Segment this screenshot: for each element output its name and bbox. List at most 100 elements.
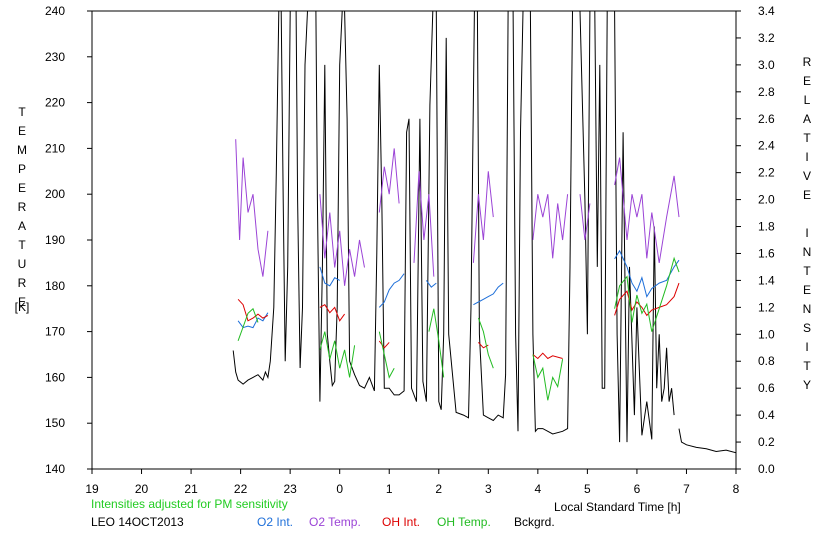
series-line-segment <box>319 304 346 322</box>
series-line-segment <box>532 194 569 259</box>
series-line-segment <box>319 194 365 286</box>
right-tick-label: 3.4 <box>758 4 775 18</box>
series-line-segment <box>614 256 680 332</box>
x-tick-label: 3 <box>485 482 492 496</box>
right-tick-label: 2.0 <box>758 193 775 207</box>
series-line-segment <box>237 298 269 322</box>
series-line-segment <box>476 11 509 422</box>
axis-label-letter: N <box>802 302 812 316</box>
axis-label-letter: A <box>802 112 811 126</box>
plot-frame <box>91 10 737 470</box>
series-line-segment <box>532 352 563 360</box>
axis-label-letter <box>800 205 814 224</box>
legend-entry: Bckgrd. <box>514 515 555 529</box>
series-o2-int <box>237 249 680 329</box>
axis-label-letter: E <box>802 188 811 202</box>
x-tick-label: 21 <box>184 482 198 496</box>
axis-label-letter: E <box>802 74 811 88</box>
series-line-segment <box>237 307 259 341</box>
series-line-segment <box>614 11 675 443</box>
left-axis-ticks: 140 150 160 170 180 190 200 210 220 230 240 <box>45 4 92 476</box>
right-tick-label: 0.8 <box>758 354 775 368</box>
axis-label-letter: Y <box>802 378 811 392</box>
axis-label-letter: R <box>17 200 27 214</box>
axis-label-letter: P <box>17 162 26 176</box>
series-line-segment <box>232 11 280 385</box>
x-tick-label: 0 <box>336 482 343 496</box>
x-tick-label: 23 <box>283 482 297 496</box>
series-line-segment <box>477 317 494 369</box>
axis-label-letter: L <box>803 93 811 107</box>
axis-label-letter: E <box>17 181 26 195</box>
series-bckgrd <box>232 11 736 454</box>
series-line-segment <box>435 11 475 419</box>
axis-label-letter: S <box>802 321 811 335</box>
series-line-segment <box>614 282 680 317</box>
left-axis-unit: [K] <box>14 300 30 314</box>
series-line-segment <box>473 282 504 306</box>
x-tick-label: 19 <box>85 482 99 496</box>
legend-entry: O2 Int. <box>257 515 294 529</box>
x-tick-label: 6 <box>634 482 641 496</box>
axis-label-letter: T <box>803 264 811 278</box>
x-axis-label: Local Standard Time [h] <box>554 500 681 514</box>
series-o2-temp <box>235 139 680 286</box>
right-tick-label: 3.2 <box>758 31 775 45</box>
series-oh-temp <box>237 256 680 401</box>
right-tick-label: 0.6 <box>758 381 775 395</box>
x-axis-ticks: 19 20 21 22 23 0 1 2 3 4 5 6 7 8 <box>85 469 740 496</box>
left-tick-label: 170 <box>45 325 65 339</box>
axis-label-letter: A <box>17 219 26 233</box>
series-line-segment <box>512 11 524 432</box>
legend-entry: OH Int. <box>382 515 421 529</box>
axis-label-letter: E <box>17 124 26 138</box>
right-tick-label: 2.2 <box>758 166 775 180</box>
left-tick-label: 220 <box>45 96 65 110</box>
right-tick-label: 2.6 <box>758 112 775 126</box>
right-tick-label: 1.0 <box>758 327 775 341</box>
series-line-segment <box>614 157 680 263</box>
series-line-segment <box>579 194 591 241</box>
series-line-segment <box>529 11 573 435</box>
left-tick-label: 140 <box>45 462 65 476</box>
series-line-segment <box>378 340 390 349</box>
axis-label-letter: T <box>803 359 811 373</box>
series-line-segment <box>594 11 608 389</box>
series-line-segment <box>295 11 308 369</box>
series-line-segment <box>235 139 269 277</box>
legend-entry: OH Temp. <box>437 515 491 529</box>
right-tick-label: 0.4 <box>758 408 775 422</box>
axis-label-letter: U <box>17 257 27 271</box>
series-line-segment <box>319 331 356 378</box>
right-tick-label: 0.0 <box>758 462 775 476</box>
x-tick-label: 4 <box>535 482 542 496</box>
axis-label-letter: M <box>17 143 27 157</box>
right-tick-label: 1.4 <box>758 273 775 287</box>
series-line-segment <box>678 428 736 454</box>
series-layer <box>232 11 736 454</box>
series-line-segment <box>237 312 269 329</box>
series-line-segment <box>319 266 340 287</box>
series-line-segment <box>579 11 591 335</box>
plot-border <box>91 10 737 470</box>
x-tick-label: 1 <box>386 482 393 496</box>
axis-label-letter: T <box>18 238 26 252</box>
x-tick-label: 7 <box>683 482 690 496</box>
axis-label-letter: T <box>803 131 811 145</box>
x-tick-label: 20 <box>135 482 149 496</box>
series-line-segment <box>425 280 437 288</box>
x-tick-label: 8 <box>733 482 740 496</box>
axis-label-letter: T <box>18 105 26 119</box>
axis-label-letter: E <box>17 295 26 309</box>
station-label: LEO 14OCT2013 <box>91 515 184 529</box>
right-tick-label: 2.4 <box>758 139 775 153</box>
series-line-segment <box>428 308 445 378</box>
series-line-segment <box>472 171 494 263</box>
series-oh-int <box>237 282 680 360</box>
left-tick-label: 240 <box>45 4 65 18</box>
series-line-segment <box>378 331 395 379</box>
series-line-segment <box>532 354 564 401</box>
